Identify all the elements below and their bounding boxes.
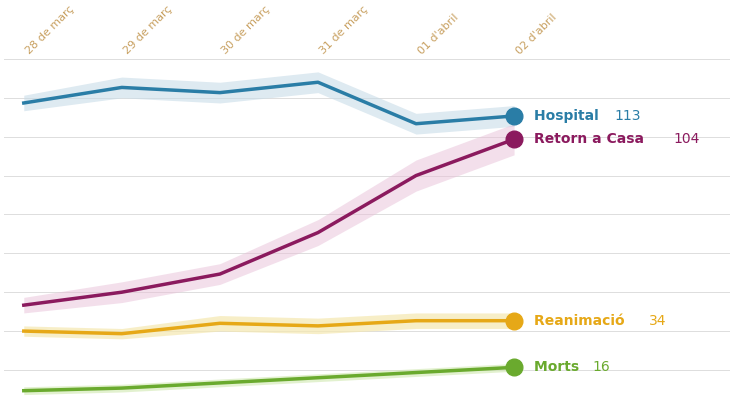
Text: Morts: Morts xyxy=(534,361,584,374)
Text: Reanimació: Reanimació xyxy=(534,314,629,328)
Text: 16: 16 xyxy=(592,361,610,374)
Text: Hospital: Hospital xyxy=(534,109,603,123)
Text: 104: 104 xyxy=(673,132,700,146)
Text: 34: 34 xyxy=(650,314,667,328)
Text: Retorn a Casa: Retorn a Casa xyxy=(534,132,649,146)
Text: 113: 113 xyxy=(614,109,641,123)
